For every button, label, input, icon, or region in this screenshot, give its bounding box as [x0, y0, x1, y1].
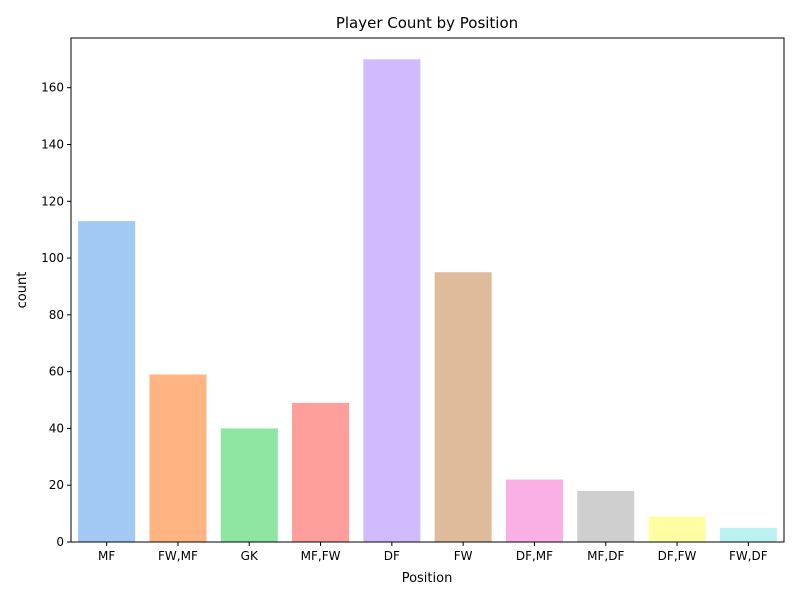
- y-tick-label: 140: [41, 137, 64, 151]
- x-tick-label: DF,MF: [516, 549, 553, 563]
- y-tick-label: 20: [49, 478, 64, 492]
- bar-mf: [78, 221, 136, 542]
- x-tick-label: FW,MF: [158, 549, 198, 563]
- x-axis-label: Position: [402, 571, 453, 586]
- x-tick-label: DF: [384, 549, 400, 563]
- x-axis-ticks: MF FW,MF GK MF,FW DF FW DF,MF MF,DF DF,FW FW,DF: [98, 542, 768, 563]
- x-tick-label: MF,DF: [587, 549, 624, 563]
- x-tick-label: FW,DF: [729, 549, 768, 563]
- y-tick-label: 0: [56, 535, 64, 549]
- bar-mf-fw: [292, 402, 350, 542]
- x-tick-label: GK: [241, 549, 259, 563]
- y-tick-label: 100: [41, 251, 64, 265]
- y-tick-label: 160: [41, 81, 64, 95]
- x-tick-label: MF: [98, 549, 115, 563]
- y-tick-label: 60: [49, 365, 64, 379]
- bar-fw: [434, 272, 492, 542]
- bar-gk: [220, 428, 278, 542]
- x-tick-label: DF,FW: [658, 549, 697, 563]
- y-tick-label: 40: [49, 421, 64, 435]
- bars-group: [78, 59, 777, 543]
- bar-fw-mf: [149, 374, 207, 542]
- bar-df-mf: [505, 479, 563, 542]
- bar-fw-df: [719, 527, 777, 542]
- y-axis-ticks: 0 20 40 60 80 100 120 140 160: [41, 81, 71, 549]
- bar-df-fw: [648, 516, 706, 542]
- y-tick-label: 80: [49, 308, 64, 322]
- bar-mf-df: [577, 490, 635, 542]
- plot-frame: [70, 37, 785, 543]
- x-tick-label: FW: [454, 549, 473, 563]
- y-tick-label: 120: [41, 194, 64, 208]
- chart-title: Player Count by Position: [336, 14, 518, 32]
- y-axis-label: count: [15, 272, 30, 309]
- bar-df: [363, 59, 421, 543]
- x-tick-label: MF,FW: [301, 549, 341, 563]
